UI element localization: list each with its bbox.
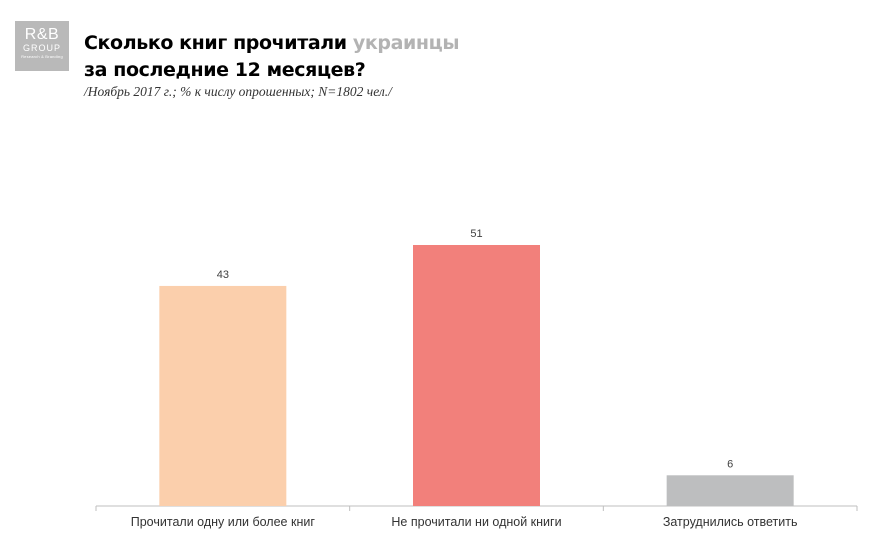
title-line-2: за последние 12 месяцев? xyxy=(84,59,366,81)
title-part-1: Сколько книг прочитали xyxy=(84,32,353,54)
bar xyxy=(666,475,794,506)
data-label: 43 xyxy=(217,269,229,281)
chart-subtitle: /Ноябрь 2017 г.; % к числу опрошенных; N… xyxy=(84,84,392,99)
logo-main-text: R&B xyxy=(24,26,60,43)
page-title: Сколько книг прочитали украинцы за после… xyxy=(84,30,460,84)
bar xyxy=(159,285,287,506)
bar xyxy=(413,245,540,506)
title-accent: украинцы xyxy=(352,32,460,54)
company-logo: R&B GROUP Research & Branding xyxy=(15,21,69,71)
data-label: 51 xyxy=(470,228,482,240)
category-label: Прочитали одну или более книг xyxy=(131,515,316,529)
data-label: 6 xyxy=(727,458,733,470)
logo-tagline: Research & Branding xyxy=(21,54,63,59)
category-label: Не прочитали ни одной книги xyxy=(391,515,561,529)
category-label: Затруднились ответить xyxy=(663,515,798,529)
logo-sub-text: GROUP xyxy=(22,43,61,53)
